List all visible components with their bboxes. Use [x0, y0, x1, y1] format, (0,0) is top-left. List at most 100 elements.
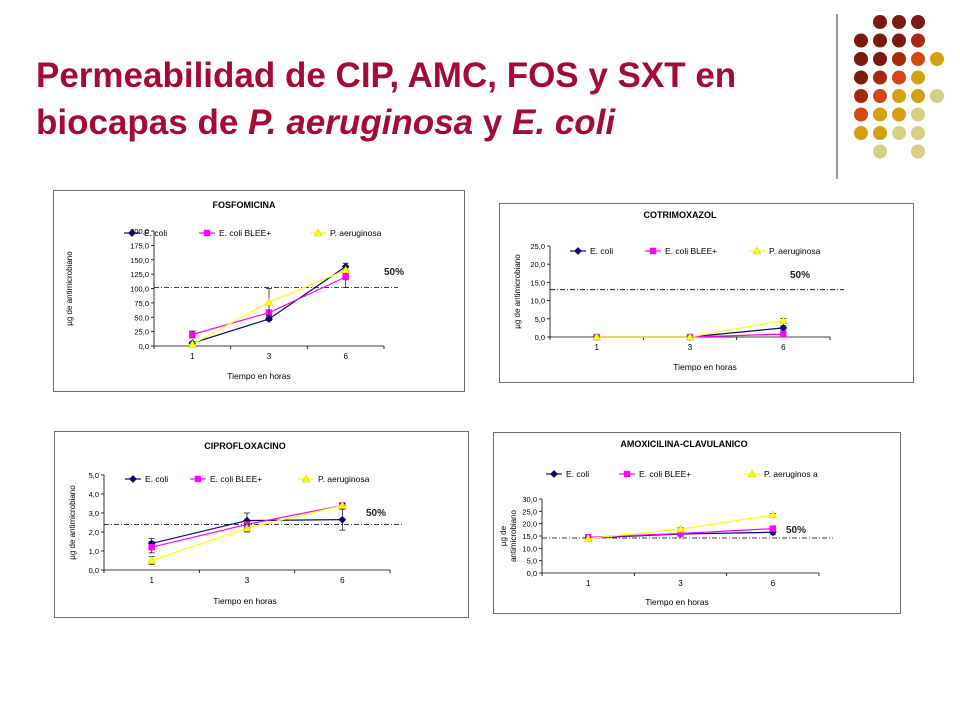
- y-tick-label: 3,0: [89, 509, 99, 518]
- slide-title: Permeabilidad de CIP, AMC, FOS y SXT en …: [36, 52, 822, 146]
- decorative-dot: [873, 107, 887, 122]
- decorative-dot: [892, 107, 906, 122]
- chart-group: CIPROFLOXACINO E. coli E. coli BLEE+ P. aer…: [68, 441, 404, 606]
- decorative-dot: [873, 52, 887, 66]
- legend-label: P. aeruginos a: [764, 469, 818, 479]
- chart-ciprofloxacino-svg: CIPROFLOXACINO E. coli E. coli BLEE+ P. aer…: [68, 441, 404, 606]
- legend-label: E. coli BLEE+: [639, 469, 691, 479]
- decorative-dot: [892, 126, 906, 140]
- chart-legend: E. coli E. coli BLEE+ P. aeruginosa: [570, 246, 821, 256]
- y-tick-label: 15,0: [530, 278, 545, 287]
- chart-title: COTRIMOXAZOL: [644, 210, 717, 220]
- series-marker: [265, 315, 273, 323]
- x-tick-label: 6: [340, 576, 345, 585]
- series-marker: [592, 332, 602, 341]
- title-line-1: Permeabilidad de CIP, AMC, FOS y SXT en: [36, 56, 737, 95]
- legend-label: E. coli BLEE+: [665, 246, 717, 256]
- legend-label: E. coli: [144, 228, 167, 238]
- y-tick-label: 25,0: [530, 242, 545, 251]
- chart-fosfomicina: FOSFOMICINA E. coli E. coli BLEE+ P. aerugi…: [53, 190, 465, 392]
- x-axis-label: Tiempo en horas: [227, 371, 290, 381]
- title-line-2-pre: biocapas de: [36, 103, 249, 142]
- series-marker: [574, 247, 582, 255]
- threshold-label: 50%: [786, 525, 806, 536]
- decorative-divider: [836, 14, 838, 179]
- y-tick-label: 30,0: [522, 495, 537, 504]
- x-tick-label: 3: [267, 352, 272, 361]
- chart-legend: E. coli E. coli BLEE+ P. aeruginos a: [546, 469, 818, 479]
- series-marker: [778, 316, 788, 324]
- decorative-dot: [873, 70, 887, 85]
- series-marker: [313, 228, 323, 237]
- legend-label: E. coli: [566, 469, 589, 479]
- y-tick-label: 25,0: [134, 328, 149, 337]
- series-group: [147, 500, 347, 565]
- legend-label: E. coli: [145, 474, 168, 484]
- x-tick-label: 3: [688, 343, 693, 352]
- series-marker: [341, 265, 351, 274]
- y-axis-label: µg de: [499, 525, 508, 546]
- threshold-label: 50%: [384, 267, 404, 278]
- decorative-dot: [911, 52, 925, 66]
- legend-label: E. coli BLEE+: [219, 228, 271, 238]
- y-axis-label: µg de antimicrobiano: [68, 485, 77, 560]
- y-tick-label: 10,0: [522, 544, 537, 553]
- legend-label: P. aeruginosa: [769, 246, 821, 256]
- series-marker: [768, 510, 778, 519]
- decorative-dot: [911, 107, 925, 122]
- title-organism-2: E. coli: [511, 103, 616, 142]
- decorative-dot: [911, 89, 925, 103]
- legend-label: P. aeruginosa: [318, 474, 370, 484]
- chart-title: CIPROFLOXACINO: [204, 441, 286, 451]
- x-tick-label: 3: [678, 579, 683, 588]
- decorative-dot: [873, 126, 887, 140]
- series-marker: [301, 474, 311, 483]
- series-marker: [189, 331, 196, 338]
- series-marker: [337, 500, 347, 509]
- decorative-dot: [854, 70, 868, 85]
- legend-label: E. coli BLEE+: [210, 474, 262, 484]
- y-tick-label: 25,0: [522, 507, 537, 516]
- decorative-dot: [854, 89, 868, 103]
- x-axis-label: Tiempo en horas: [213, 596, 276, 606]
- series-marker: [649, 247, 657, 255]
- series-marker: [187, 339, 197, 348]
- chart-legend: E. coli E. coli BLEE+ P. aeruginosa: [124, 228, 382, 238]
- y-tick-label: 200,0: [130, 227, 149, 236]
- decorative-dot: [854, 126, 868, 140]
- decorative-dot: [911, 70, 925, 85]
- threshold-label: 50%: [366, 508, 386, 519]
- x-tick-label: 3: [245, 576, 250, 585]
- series-marker: [780, 330, 787, 338]
- decorative-dot: [873, 15, 887, 29]
- chart-title: AMOXICILINA-CLAVULANICO: [620, 439, 747, 449]
- y-tick-label: 1,0: [89, 547, 99, 556]
- y-tick-label: 0,0: [535, 333, 545, 342]
- series-group: [592, 316, 788, 341]
- y-tick-label: 5,0: [89, 471, 99, 480]
- chart-cotrimoxazol-svg: COTRIMOXAZOL E. coli E. coli BLEE+ P. aerug…: [513, 210, 844, 372]
- x-tick-label: 6: [343, 352, 348, 361]
- series-marker: [752, 246, 762, 255]
- x-tick-label: 1: [190, 352, 195, 361]
- series-marker: [242, 523, 252, 532]
- series-marker: [747, 469, 757, 478]
- chart-group: AMOXICILINA-CLAVULANICO E. coli E. coli BL…: [499, 439, 833, 607]
- decorative-dot: [892, 15, 906, 29]
- y-tick-label: 175,0: [130, 241, 149, 250]
- y-tick-label: 2,0: [89, 528, 99, 537]
- y-tick-label: 50,0: [134, 313, 149, 322]
- decorative-dot: [873, 33, 887, 48]
- chart-group: FOSFOMICINA E. coli E. coli BLEE+ P. aerugi…: [65, 200, 404, 381]
- x-axis-label: Tiempo en horas: [673, 362, 736, 372]
- series-group: [583, 510, 778, 542]
- series-marker: [128, 229, 136, 237]
- chart-ciprofloxacino: CIPROFLOXACINO E. coli E. coli BLEE+ P. aer…: [54, 431, 469, 618]
- x-axis-label: Tiempo en horas: [645, 597, 708, 607]
- chart-fosfomicina-svg: FOSFOMICINA E. coli E. coli BLEE+ P. aerugi…: [65, 200, 404, 381]
- series-marker: [129, 475, 137, 483]
- legend-label: P. aeruginosa: [330, 228, 382, 238]
- y-tick-label: 20,0: [522, 520, 537, 529]
- decorative-dot: [873, 144, 887, 159]
- series-group: [187, 265, 351, 348]
